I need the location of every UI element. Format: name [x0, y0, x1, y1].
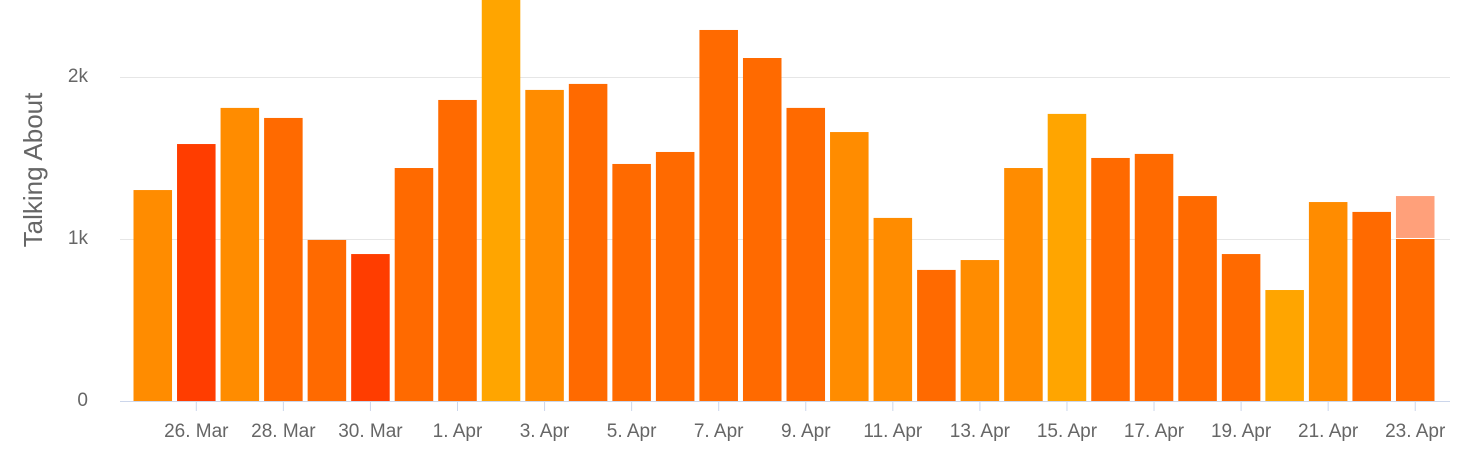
bar — [220, 107, 260, 401]
bar — [1308, 202, 1348, 401]
bar — [1395, 238, 1435, 401]
bar — [264, 117, 303, 401]
bar — [1178, 196, 1217, 401]
y-tick-label: 2k — [68, 66, 89, 87]
bar — [1265, 290, 1304, 401]
bar — [1134, 153, 1174, 401]
bar — [1221, 254, 1261, 401]
y-axis-label: Talking About — [18, 92, 48, 247]
y-tick-label: 1k — [68, 228, 89, 249]
bar — [133, 190, 173, 401]
x-tick-label: 23. Apr — [1385, 421, 1446, 442]
x-tick-label: 30. Mar — [338, 421, 403, 442]
x-tick-label: 1. Apr — [433, 421, 483, 442]
x-tick-label: 21. Apr — [1298, 421, 1359, 442]
bar — [742, 58, 782, 401]
bar — [699, 29, 738, 401]
bar — [786, 107, 826, 401]
x-tick-label: 15. Apr — [1037, 421, 1098, 442]
bar — [612, 163, 651, 401]
x-tick-label: 28. Mar — [251, 421, 316, 442]
bar — [394, 168, 434, 401]
bar — [568, 83, 608, 401]
x-tick-label: 13. Apr — [950, 421, 1011, 442]
bar — [1004, 168, 1043, 401]
bar — [917, 269, 956, 401]
x-tick-label: 26. Mar — [164, 421, 229, 442]
bar — [525, 89, 564, 401]
bar — [351, 254, 390, 401]
x-tick-label: 5. Apr — [607, 421, 657, 442]
x-tick-label: 9. Apr — [781, 421, 831, 442]
bar — [307, 239, 347, 401]
bar — [1091, 157, 1130, 401]
bar — [1395, 196, 1435, 238]
x-tick-label: 17. Apr — [1124, 421, 1185, 442]
x-tick-label: 3. Apr — [520, 421, 570, 442]
bar — [177, 144, 216, 401]
bar — [655, 151, 695, 401]
x-tick-label: 19. Apr — [1211, 421, 1272, 442]
bar — [438, 99, 477, 401]
bar — [830, 132, 869, 401]
bar — [873, 217, 913, 401]
bar — [1047, 113, 1087, 401]
x-tick-label: 11. Apr — [863, 421, 922, 442]
bar — [960, 260, 1000, 401]
x-tick-label: 7. Apr — [694, 421, 744, 442]
y-tick-label: 0 — [77, 390, 88, 411]
bar — [481, 0, 521, 401]
bar — [1352, 211, 1391, 401]
